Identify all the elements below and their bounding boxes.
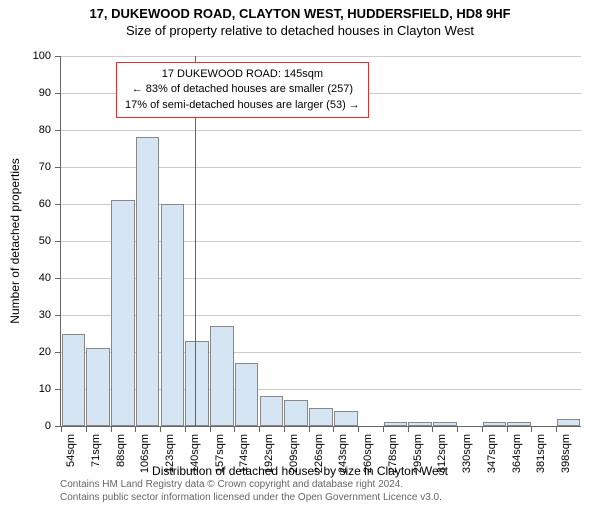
grid-line	[61, 130, 581, 131]
x-tick	[259, 426, 260, 432]
x-tick	[383, 426, 384, 432]
y-tick-label: 10	[39, 383, 51, 395]
x-tick	[457, 426, 458, 432]
x-tick	[432, 426, 433, 432]
y-tick	[55, 167, 61, 168]
y-tick	[55, 93, 61, 94]
x-tick	[234, 426, 235, 432]
callout-line-0: 17 DUKEWOOD ROAD: 145sqm	[125, 67, 360, 82]
x-tick	[531, 426, 532, 432]
grid-line	[61, 56, 581, 57]
histogram-bar	[557, 419, 581, 426]
histogram-bar	[136, 137, 160, 426]
y-tick	[55, 204, 61, 205]
callout-box: 17 DUKEWOOD ROAD: 145sqm← 83% of detache…	[116, 62, 369, 118]
x-tick	[482, 426, 483, 432]
y-tick	[55, 352, 61, 353]
y-tick-label: 90	[39, 87, 51, 99]
y-tick-label: 0	[45, 420, 51, 432]
histogram-bar	[86, 348, 110, 426]
histogram-bar	[62, 334, 86, 427]
y-tick	[55, 130, 61, 131]
y-tick	[55, 56, 61, 57]
histogram-bar	[408, 422, 432, 426]
y-tick	[55, 278, 61, 279]
histogram-bar	[284, 400, 308, 426]
histogram-bar	[260, 396, 284, 426]
x-tick	[135, 426, 136, 432]
x-tick-label: 88sqm	[115, 434, 127, 467]
x-tick	[160, 426, 161, 432]
x-axis-label: Distribution of detached houses by size …	[0, 464, 600, 478]
y-tick-label: 60	[39, 198, 51, 210]
y-tick-label: 20	[39, 346, 51, 358]
y-tick-label: 80	[39, 124, 51, 136]
x-tick-label: 54sqm	[65, 434, 77, 467]
x-tick	[358, 426, 359, 432]
x-tick	[333, 426, 334, 432]
histogram-bar	[185, 341, 209, 426]
y-tick	[55, 315, 61, 316]
histogram-bar	[309, 408, 333, 427]
histogram-bar	[334, 411, 358, 426]
x-tick	[111, 426, 112, 432]
x-tick	[408, 426, 409, 432]
callout-line-1: ← 83% of detached houses are smaller (25…	[125, 82, 360, 97]
histogram-bar	[483, 422, 507, 426]
y-tick-label: 30	[39, 309, 51, 321]
y-tick-label: 50	[39, 235, 51, 247]
x-tick	[185, 426, 186, 432]
histogram-bar	[210, 326, 234, 426]
x-tick	[556, 426, 557, 432]
x-tick	[86, 426, 87, 432]
callout-line-2: 17% of semi-detached houses are larger (…	[125, 98, 360, 113]
y-axis-label: Number of detached properties	[8, 158, 22, 323]
footer-attribution: Contains HM Land Registry data © Crown c…	[60, 479, 442, 504]
y-tick	[55, 389, 61, 390]
chart-plot-area: 010203040506070809010054sqm71sqm88sqm106…	[60, 56, 581, 427]
y-tick-label: 70	[39, 161, 51, 173]
histogram-bar	[161, 204, 185, 426]
x-tick	[61, 426, 62, 432]
x-tick-label: 71sqm	[90, 434, 102, 467]
x-tick	[284, 426, 285, 432]
y-tick-label: 40	[39, 272, 51, 284]
histogram-bar	[235, 363, 259, 426]
histogram-bar	[384, 422, 408, 426]
y-tick-label: 100	[33, 50, 51, 62]
footer-line-1: Contains HM Land Registry data © Crown c…	[60, 479, 442, 492]
x-tick	[309, 426, 310, 432]
title-address: 17, DUKEWOOD ROAD, CLAYTON WEST, HUDDERS…	[0, 6, 600, 21]
y-tick	[55, 241, 61, 242]
histogram-bar	[111, 200, 135, 426]
histogram-bar	[507, 422, 531, 426]
title-subtitle: Size of property relative to detached ho…	[0, 23, 600, 38]
x-tick	[507, 426, 508, 432]
footer-line-2: Contains public sector information licen…	[60, 492, 442, 505]
x-tick	[210, 426, 211, 432]
histogram-bar	[433, 422, 457, 426]
